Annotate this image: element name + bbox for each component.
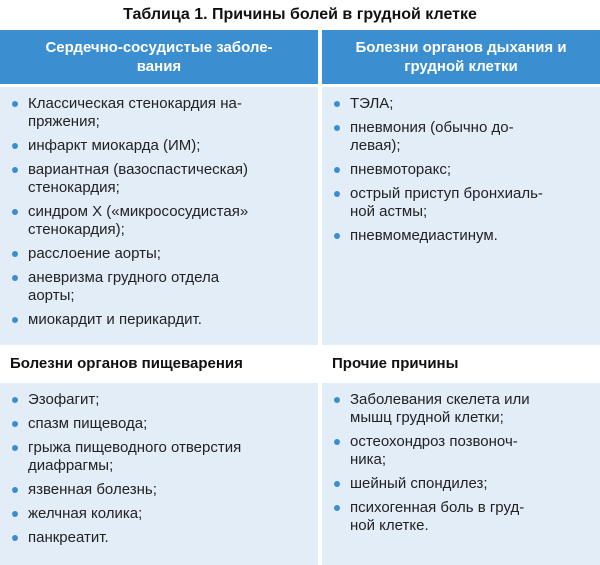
section-heading: Болезни органов дыхания и грудной клетки	[322, 30, 600, 84]
list-item: аневризма грудного отдела аорты;	[10, 269, 310, 305]
item-list: Заболевания скелета или мышц грудной кле…	[332, 391, 592, 535]
list-item: синдром Х («микрососудистая» стенокардия…	[10, 203, 310, 239]
list-item: острый приступ бронхиаль- ной астмы;	[332, 185, 592, 221]
list-item: расслоение аорты;	[10, 245, 310, 263]
list-item: пневмомедиастинум.	[332, 227, 592, 245]
section-body: ТЭЛА; пневмония (обычно до- левая); пневмо…	[322, 87, 600, 345]
list-item: шейный спондилез;	[332, 475, 592, 493]
list-item: вариантная (вазоспастическая) стенокарди…	[10, 161, 310, 197]
table-title: Таблица 1. Причины болей в грудной клетк…	[123, 6, 477, 23]
section-heading: Болезни органов пищеварения	[10, 355, 243, 372]
list-item: панкреатит.	[10, 529, 310, 547]
table: Сердечно-сосудистые заболе- вания Болезни…	[0, 30, 600, 565]
list-item: Эзофагит;	[10, 391, 310, 409]
list-item: грыжа пищеводного отверстия диафрагмы;	[10, 439, 310, 475]
list-item: пневмония (обычно до- левая);	[332, 119, 592, 155]
list-item: психогенная боль в груд- ной клетке.	[332, 499, 592, 535]
list-item: миокардит и перикардит.	[10, 311, 310, 329]
section-body: Эзофагит; спазм пищевода; грыжа пищеводног…	[0, 383, 318, 565]
section-heading: Сердечно-сосудистые заболе- вания	[0, 30, 318, 84]
list-item: язвенная болезнь;	[10, 481, 310, 499]
item-list: Классическая стенокардия на- пряжения; ин…	[10, 95, 310, 329]
list-item: желчная колика;	[10, 505, 310, 523]
list-item: остеохондроз позвоноч- ника;	[332, 433, 592, 469]
section-body: Классическая стенокардия на- пряжения; ин…	[0, 87, 318, 345]
list-item: Заболевания скелета или мышц грудной кле…	[332, 391, 592, 427]
section-body: Заболевания скелета или мышц грудной кле…	[322, 383, 600, 565]
item-list: Эзофагит; спазм пищевода; грыжа пищеводног…	[10, 391, 310, 547]
list-item: пневмоторакс;	[332, 161, 592, 179]
list-item: Классическая стенокардия на- пряжения;	[10, 95, 310, 131]
list-item: спазм пищевода;	[10, 415, 310, 433]
list-item: инфаркт миокарда (ИМ);	[10, 137, 310, 155]
list-item: ТЭЛА;	[332, 95, 592, 113]
section-heading: Прочие причины	[332, 355, 459, 372]
item-list: ТЭЛА; пневмония (обычно до- левая); пневмо…	[332, 95, 592, 245]
